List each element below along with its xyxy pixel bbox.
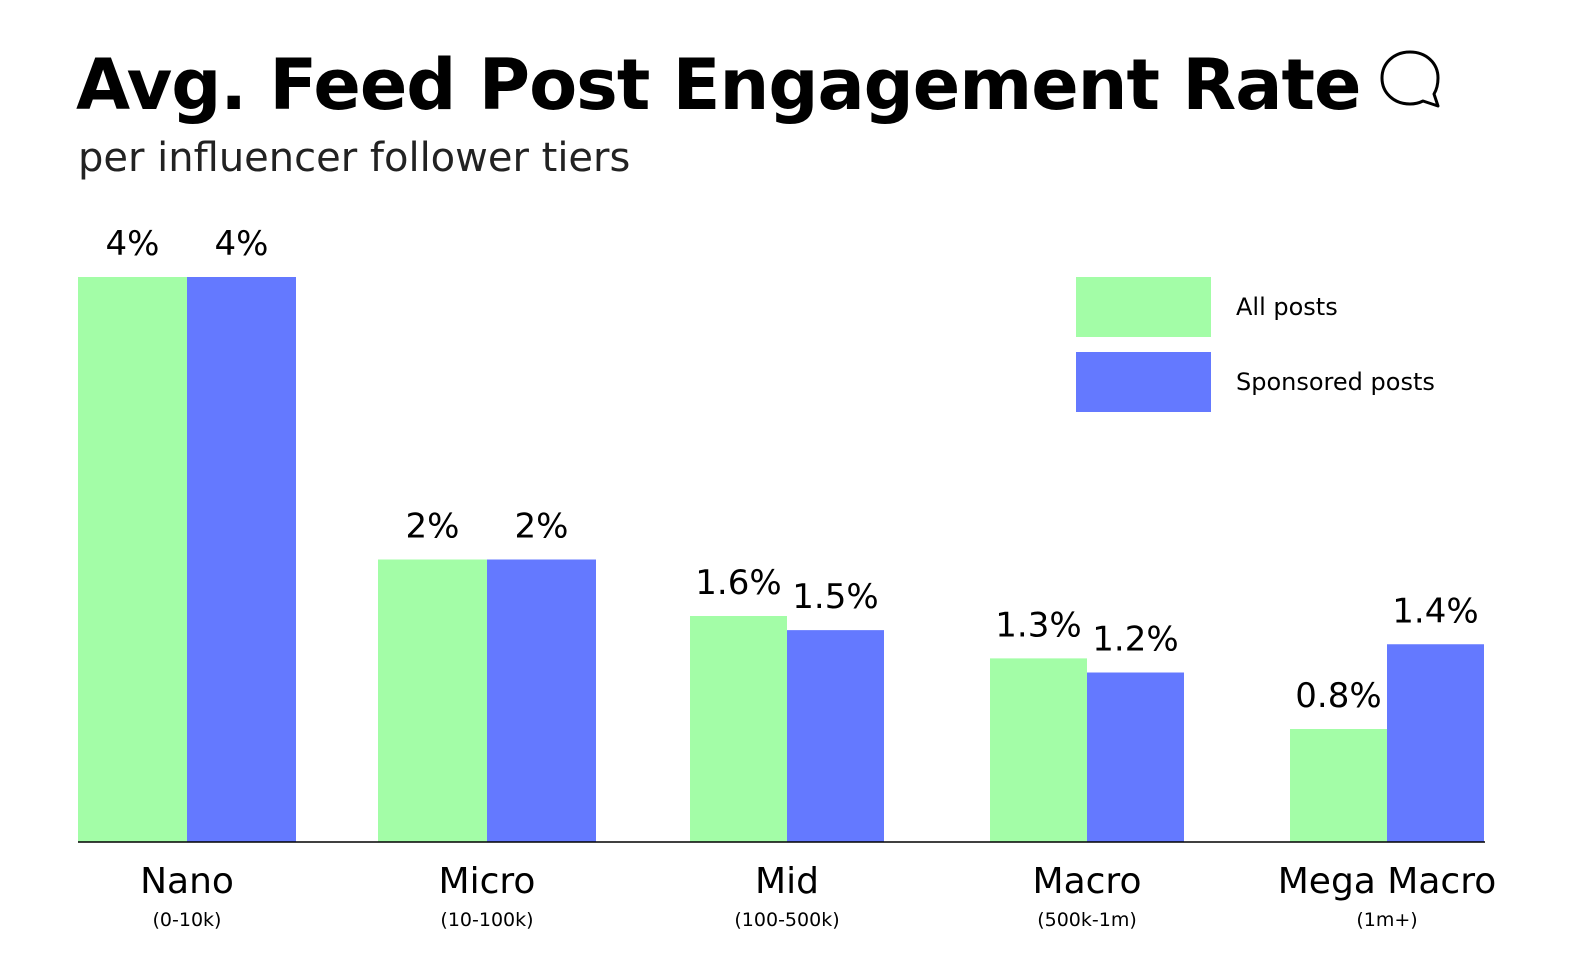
legend-label-sponsored-posts: Sponsored posts: [1236, 368, 1435, 396]
bar-sponsored-posts-5: [1387, 644, 1484, 842]
bar-all-posts-3: [690, 616, 787, 842]
category-label-4: Macro: [1033, 861, 1142, 902]
bar-all-posts-4: [990, 658, 1087, 842]
data-label-sponsored-posts-2: 2%: [515, 507, 569, 547]
bar-sponsored-posts-1: [187, 277, 296, 842]
data-label-all-posts-1: 4%: [106, 224, 160, 264]
category-label-1: Nano: [140, 861, 234, 902]
category-sublabel-3: (100-500k): [734, 909, 839, 931]
bar-sponsored-posts-2: [487, 559, 596, 842]
data-label-sponsored-posts-5: 1.4%: [1392, 591, 1478, 631]
bar-sponsored-posts-4: [1087, 672, 1184, 842]
data-label-all-posts-5: 0.8%: [1295, 676, 1381, 716]
data-label-sponsored-posts-4: 1.2%: [1092, 620, 1178, 660]
category-sublabel-2: (10-100k): [440, 909, 533, 931]
data-label-all-posts-4: 1.3%: [995, 605, 1081, 645]
bar-sponsored-posts-3: [787, 630, 884, 842]
category-label-2: Micro: [439, 861, 536, 902]
data-label-all-posts-2: 2%: [406, 507, 460, 547]
category-sublabel-5: (1m+): [1356, 909, 1417, 931]
chart-subtitle: per influencer follower tiers: [78, 135, 631, 181]
data-label-sponsored-posts-3: 1.5%: [792, 577, 878, 617]
category-sublabel-1: (0-10k): [153, 909, 222, 931]
data-label-sponsored-posts-1: 4%: [215, 224, 269, 264]
bar-all-posts-1: [78, 277, 187, 842]
category-label-3: Mid: [755, 861, 819, 902]
speech-bubble-icon: [1380, 50, 1440, 108]
chart-title: Avg. Feed Post Engagement Rate: [76, 44, 1361, 126]
bar-all-posts-5: [1290, 729, 1387, 842]
category-sublabel-4: (500k-1m): [1037, 909, 1137, 931]
legend-swatch-all-posts: [1076, 277, 1211, 337]
legend-label-all-posts: All posts: [1236, 293, 1338, 321]
bar-all-posts-2: [378, 559, 487, 842]
category-label-5: Mega Macro: [1278, 861, 1497, 902]
data-label-all-posts-3: 1.6%: [695, 563, 781, 603]
legend-swatch-sponsored-posts: [1076, 352, 1211, 412]
